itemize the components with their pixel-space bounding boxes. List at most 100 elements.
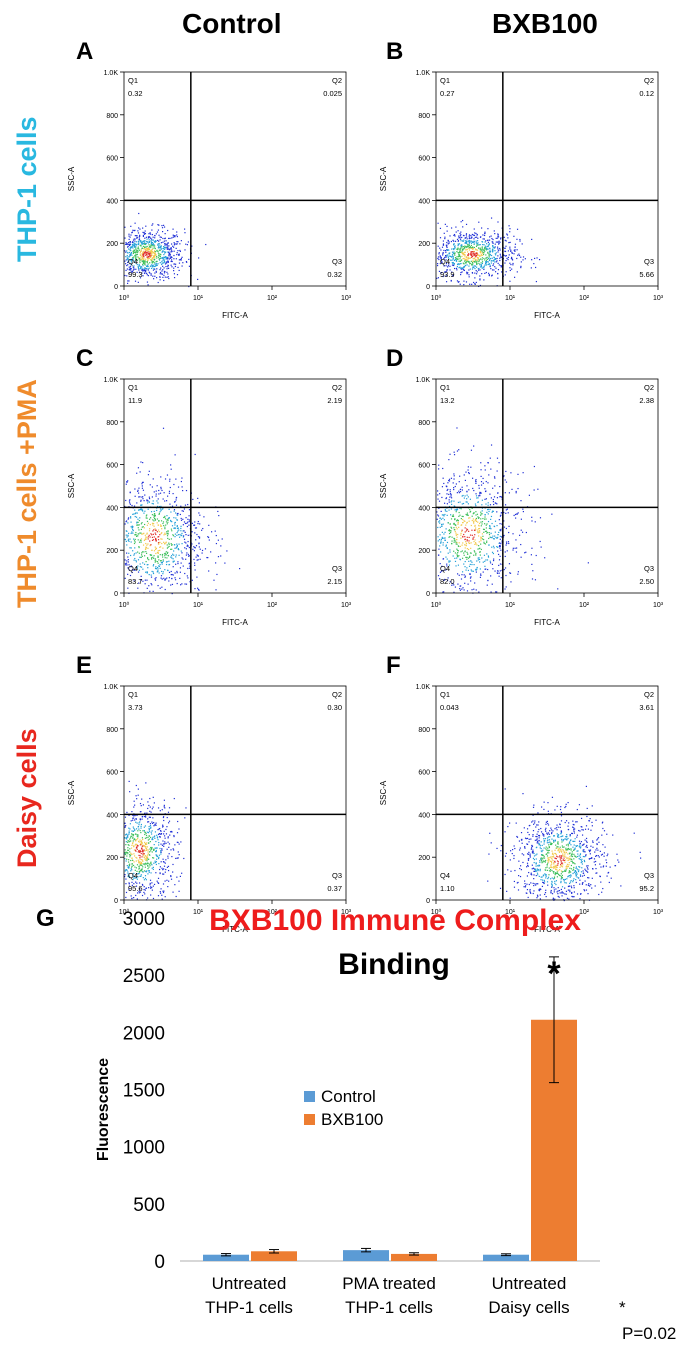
scatter-point xyxy=(517,473,519,475)
scatter-point xyxy=(567,828,570,831)
scatter-point xyxy=(557,842,559,845)
scatter-point xyxy=(157,542,160,544)
scatter-point xyxy=(163,890,165,892)
scatter-point xyxy=(494,243,496,245)
scatter-point xyxy=(135,559,137,562)
scatter-point xyxy=(161,563,163,565)
scatter-point xyxy=(146,247,149,250)
scatter-point xyxy=(136,251,138,253)
scatter-point xyxy=(524,258,526,260)
scatter-point xyxy=(452,482,454,484)
scatter-point xyxy=(560,865,562,867)
scatter-point xyxy=(144,510,146,512)
scatter-point xyxy=(147,237,150,239)
scatter-point xyxy=(141,509,144,511)
scatter-point xyxy=(490,268,492,270)
scatter-point xyxy=(457,252,459,254)
scatter-point xyxy=(160,505,162,508)
quadrant-q1-name: Q1 xyxy=(128,76,138,85)
scatter-point xyxy=(449,549,451,551)
scatter-point xyxy=(148,518,151,520)
scatter-point xyxy=(441,261,443,263)
scatter-point xyxy=(584,839,586,841)
scatter-point xyxy=(477,242,479,244)
scatter-point xyxy=(547,860,549,862)
scatter-point xyxy=(156,847,158,849)
scatter-point xyxy=(142,860,144,862)
scatter-point xyxy=(556,855,558,857)
scatter-point xyxy=(482,252,484,254)
scatter-point xyxy=(142,850,144,852)
y-tick-label: 400 xyxy=(106,812,118,819)
scatter-point xyxy=(437,536,439,538)
scatter-point xyxy=(517,254,519,256)
scatter-point xyxy=(540,854,543,856)
scatter-point xyxy=(150,251,152,253)
scatter-point xyxy=(125,243,127,245)
scatter-point xyxy=(161,273,163,276)
scatter-point xyxy=(445,569,447,571)
scatter-point xyxy=(177,266,179,269)
scatter-point xyxy=(161,826,164,828)
scatter-point xyxy=(454,267,456,270)
scatter-point xyxy=(185,542,187,544)
scatter-point xyxy=(160,245,162,247)
scatter-point xyxy=(165,541,167,543)
scatter-point xyxy=(160,242,163,244)
scatter-point xyxy=(143,532,145,534)
y-tick-label: 200 xyxy=(106,548,118,555)
scatter-point xyxy=(146,520,149,523)
scatter-point xyxy=(137,250,139,252)
scatter-point xyxy=(152,245,154,247)
scatter-point xyxy=(459,589,462,591)
scatter-point xyxy=(475,256,477,258)
scatter-point xyxy=(548,852,550,854)
scatter-point xyxy=(135,253,137,255)
scatter-point xyxy=(516,249,518,251)
scatter-point xyxy=(462,240,464,242)
scatter-point xyxy=(161,848,163,850)
scatter-point xyxy=(127,260,130,263)
scatter-point xyxy=(443,533,445,535)
scatter-point xyxy=(562,859,564,861)
scatter-point xyxy=(137,240,140,242)
scatter-point xyxy=(561,839,563,841)
scatter-point xyxy=(456,258,458,260)
scatter-point xyxy=(497,492,499,494)
quadrant-q3-name: Q3 xyxy=(332,564,342,573)
scatter-point xyxy=(535,874,537,877)
scatter-point xyxy=(144,837,147,839)
scatter-point xyxy=(173,849,175,851)
scatter-point xyxy=(199,558,201,560)
scatter-point xyxy=(589,857,591,860)
scatter-point xyxy=(128,865,130,868)
scatter-point xyxy=(170,248,172,250)
scatter-point xyxy=(573,853,575,855)
scatter-point xyxy=(155,552,157,555)
scatter-point xyxy=(472,263,474,265)
scatter-point xyxy=(160,488,162,490)
scatter-point xyxy=(487,568,489,571)
scatter-point xyxy=(176,546,178,548)
scatter-point xyxy=(158,506,161,508)
scatter-point xyxy=(156,834,158,836)
scatter-point xyxy=(453,246,456,248)
scatter-point xyxy=(468,489,470,491)
scatter-point xyxy=(447,488,449,491)
scatter-point xyxy=(595,849,597,851)
scatter-point xyxy=(443,579,445,581)
scatter-point xyxy=(133,251,135,254)
scatter-point xyxy=(158,240,160,242)
scatter-point xyxy=(485,259,488,261)
scatter-point xyxy=(557,826,559,828)
scatter-point xyxy=(437,222,439,224)
scatter-point xyxy=(579,844,581,846)
scatter-point xyxy=(144,267,146,269)
scatter-point xyxy=(162,262,164,264)
scatter-point xyxy=(546,881,549,883)
scatter-point xyxy=(442,523,444,525)
scatter-point xyxy=(491,551,494,553)
scatter-point xyxy=(503,511,505,514)
scatter-point xyxy=(148,870,150,872)
scatter-point xyxy=(156,854,158,856)
